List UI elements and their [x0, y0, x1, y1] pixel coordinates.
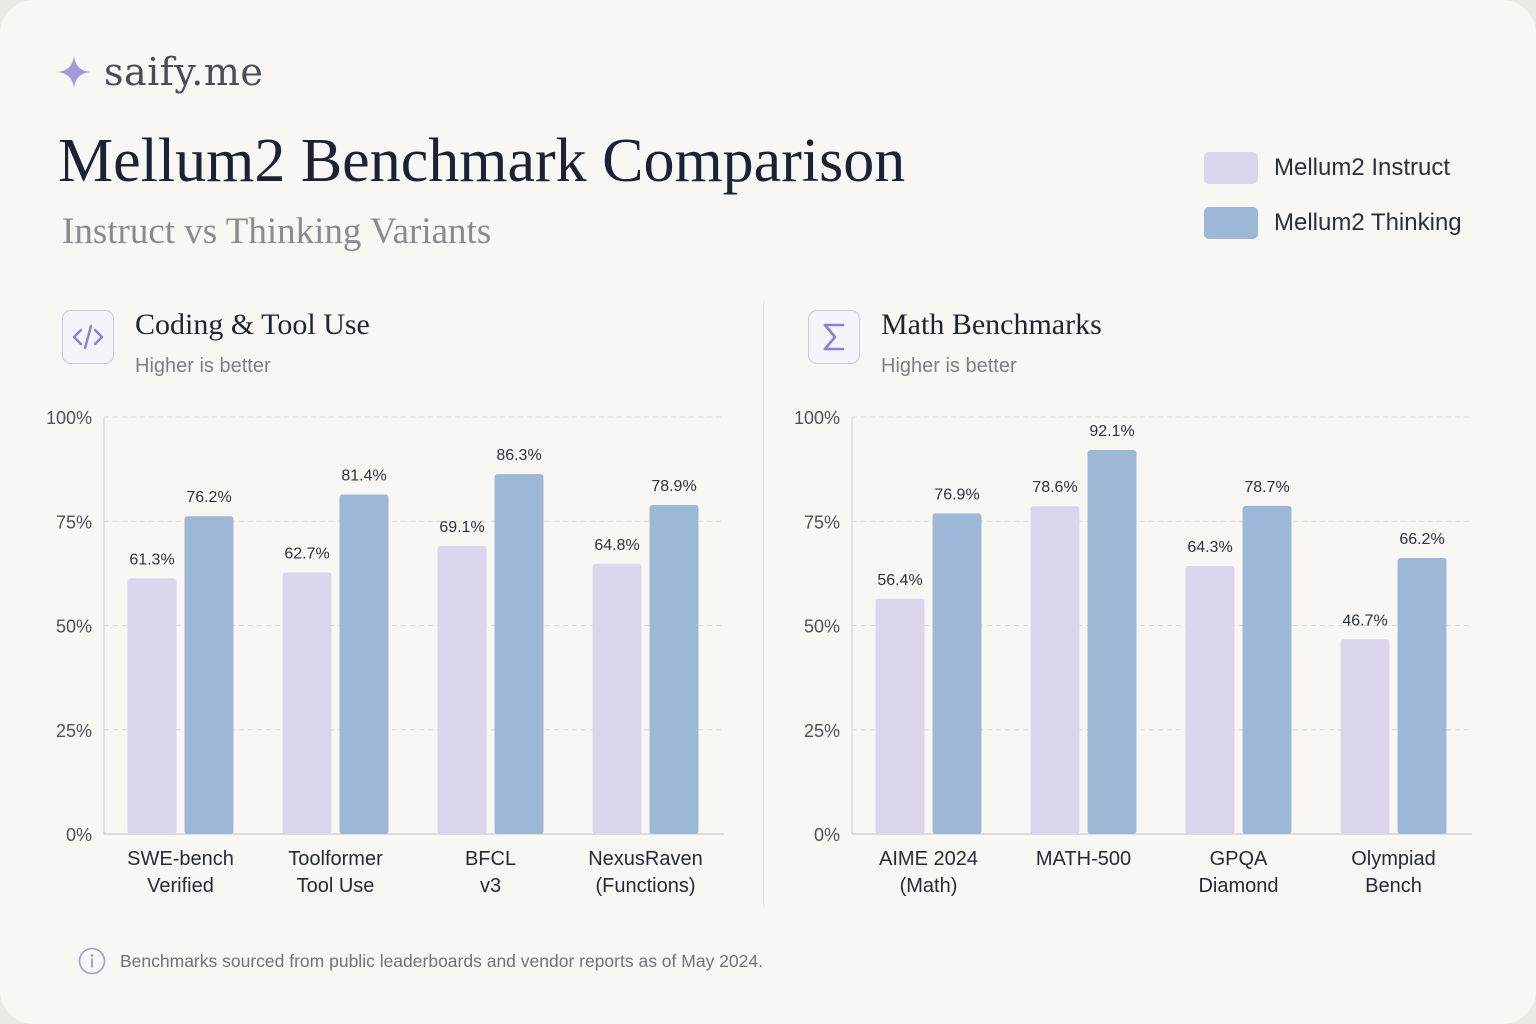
x-category-label: Bench: [1365, 875, 1422, 897]
footnote: Benchmarks sourced from public leaderboa…: [78, 947, 763, 975]
bar-value-label: 46.7%: [1342, 612, 1387, 629]
math-chart-title: Math Benchmarks: [881, 308, 1102, 341]
bar-instruct[interactable]: [592, 563, 642, 834]
bar-value-label: 86.3%: [496, 447, 541, 464]
bar-value-label: 92.1%: [1089, 423, 1134, 440]
legend-item-instruct: Mellum2 Instruct: [1204, 152, 1462, 184]
y-tick-label: 100%: [794, 408, 840, 428]
x-category-label: Diamond: [1198, 875, 1278, 897]
bar-value-label: 81.4%: [341, 468, 386, 485]
bar-thinking[interactable]: [932, 513, 982, 834]
math-panel: Math Benchmarks Higher is better: [808, 300, 1508, 920]
bar-instruct[interactable]: [1185, 565, 1235, 834]
x-category-label: (Functions): [595, 875, 695, 897]
bar-value-label: 76.2%: [186, 489, 231, 506]
x-category-label: Tool Use: [297, 875, 375, 897]
legend-label-instruct: Mellum2 Instruct: [1274, 154, 1451, 181]
x-category-label: SWE-bench: [127, 848, 234, 870]
page-subtitle: Instruct vs Thinking Variants: [62, 211, 492, 252]
x-category-label: Olympiad: [1351, 848, 1435, 870]
info-icon[interactable]: [78, 947, 106, 975]
bar-value-label: 78.7%: [1244, 479, 1289, 496]
bar-instruct[interactable]: [1030, 506, 1080, 834]
panel-divider: [763, 300, 764, 908]
sigma-icon: [808, 310, 860, 364]
bar-value-label: 78.9%: [651, 478, 696, 495]
x-category-label: AIME 2024: [879, 848, 978, 870]
x-category-label: Toolformer: [288, 848, 383, 870]
bar-instruct[interactable]: [282, 572, 332, 834]
bar-thinking[interactable]: [184, 516, 234, 834]
y-tick-label: 75%: [56, 512, 92, 532]
bar-instruct[interactable]: [127, 578, 177, 834]
legend-item-thinking: Mellum2 Thinking: [1204, 207, 1462, 239]
math-chart: 0% 25% 50% 75% 100% 56.4% 76.9% AIME 2024 (Math)…: [794, 408, 1472, 897]
y-tick-label: 100%: [46, 408, 92, 428]
bar-instruct[interactable]: [1340, 639, 1390, 834]
bar-thinking[interactable]: [339, 494, 389, 834]
bar-thinking[interactable]: [1242, 505, 1292, 834]
bar-value-label: 62.7%: [284, 546, 329, 563]
y-tick-label: 75%: [804, 512, 840, 532]
code-icon: [62, 310, 114, 364]
y-tick-label: 0%: [66, 825, 92, 845]
brand[interactable]: saify.me: [56, 50, 263, 94]
page-title: Mellum2 Benchmark Comparison: [58, 127, 906, 195]
y-tick-label: 0%: [814, 825, 840, 845]
x-category-label: GPQA: [1210, 848, 1268, 870]
sparkle-icon: [58, 56, 90, 88]
bar-instruct[interactable]: [437, 545, 487, 834]
bar-value-label: 64.3%: [1187, 539, 1232, 556]
x-category-label: NexusRaven: [588, 848, 703, 870]
footnote-text: Benchmarks sourced from public leaderboa…: [120, 950, 763, 971]
bar-thinking[interactable]: [649, 504, 699, 834]
bar-thinking[interactable]: [494, 474, 544, 834]
brand-name: saify.me: [104, 50, 264, 94]
bar-thinking[interactable]: [1397, 557, 1447, 834]
coding-chart-title: Coding & Tool Use: [135, 308, 370, 341]
coding-panel: Coding & Tool Use Higher is better: [62, 300, 762, 920]
x-category-label: (Math): [900, 875, 958, 897]
bar-instruct[interactable]: [875, 598, 925, 834]
bar-value-label: 78.6%: [1032, 479, 1077, 496]
legend-label-thinking: Mellum2 Thinking: [1274, 209, 1462, 236]
bar-thinking[interactable]: [1087, 449, 1137, 834]
bar-value-label: 66.2%: [1399, 531, 1444, 548]
y-tick-label: 25%: [804, 721, 840, 741]
bar-value-label: 69.1%: [439, 519, 484, 536]
y-tick-label: 50%: [56, 617, 92, 637]
y-tick-label: 25%: [56, 721, 92, 741]
x-category-label: Verified: [147, 875, 214, 897]
coding-chart: 0% 25% 50% 75% 100% 61.3% 76.2% SWE-bench Verifi…: [46, 408, 724, 897]
coding-chart-subtitle: Higher is better: [135, 355, 271, 377]
legend: Mellum2 Instruct Mellum2 Thinking: [1204, 152, 1462, 262]
y-tick-label: 50%: [804, 617, 840, 637]
bar-value-label: 61.3%: [129, 551, 174, 568]
bar-value-label: 64.8%: [594, 537, 639, 554]
bar-value-label: 56.4%: [877, 572, 922, 589]
bar-value-label: 76.9%: [934, 486, 979, 503]
legend-swatch-thinking: [1204, 207, 1258, 239]
math-chart-subtitle: Higher is better: [881, 355, 1017, 377]
x-category-label: MATH-500: [1036, 848, 1131, 870]
x-category-label: v3: [480, 875, 501, 897]
legend-swatch-instruct: [1204, 152, 1258, 184]
x-category-label: BFCL: [465, 848, 516, 870]
